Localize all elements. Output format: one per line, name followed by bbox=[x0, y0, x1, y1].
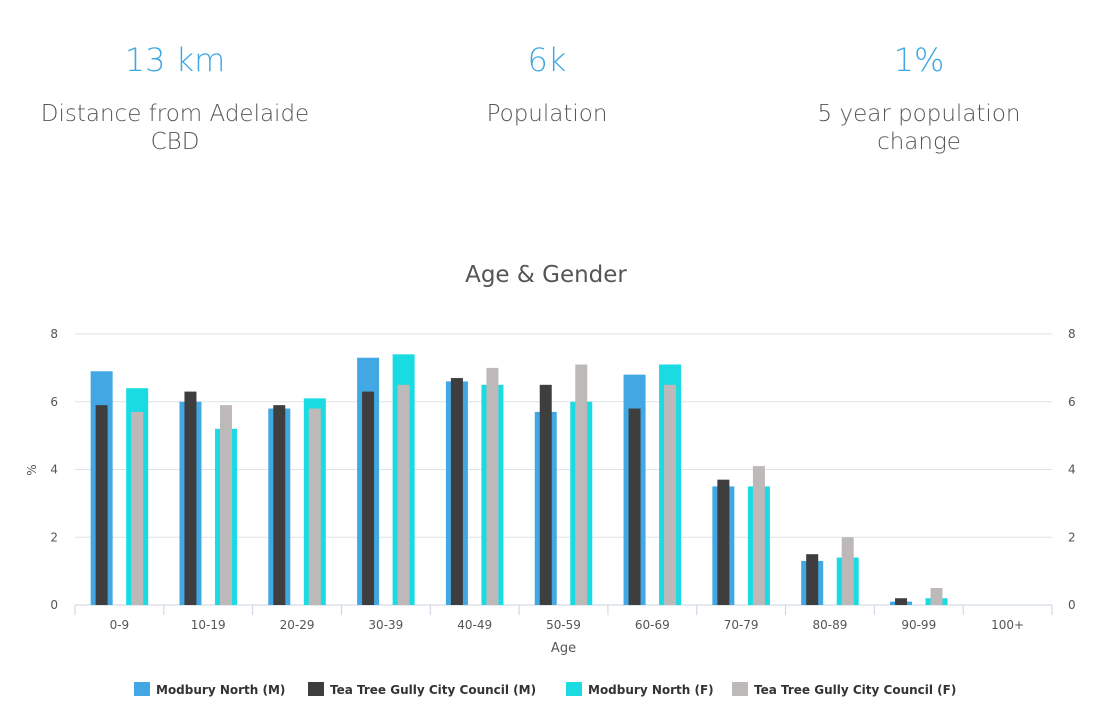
y-tick-label-left: 2 bbox=[50, 530, 58, 544]
y-tick-label-left: 6 bbox=[50, 395, 58, 409]
y-tick-label-right: 8 bbox=[1068, 327, 1076, 341]
stat-distance: 13 km Distance from Adelaide CBD bbox=[10, 36, 340, 156]
legend-label: Tea Tree Gully City Council (F) bbox=[754, 683, 956, 697]
x-tick-label: 30-39 bbox=[368, 618, 403, 632]
bar-tea-tree-gully-m[interactable] bbox=[717, 480, 729, 605]
y-tick-label-left: 0 bbox=[50, 598, 58, 612]
y-tick-label-left: 8 bbox=[50, 327, 58, 341]
chart-title: Age & Gender bbox=[465, 262, 627, 288]
bar-tea-tree-gully-f[interactable] bbox=[664, 385, 676, 605]
bar-tea-tree-gully-f[interactable] bbox=[309, 409, 321, 605]
bar-tea-tree-gully-f[interactable] bbox=[486, 368, 498, 605]
legend-label: Tea Tree Gully City Council (M) bbox=[330, 683, 536, 697]
stat-population: 6k Population bbox=[382, 36, 712, 128]
stat-population-change: 1% 5 year population change bbox=[754, 36, 1084, 156]
legend-label: Modbury North (M) bbox=[156, 683, 285, 697]
x-tick-label: 0-9 bbox=[110, 618, 130, 632]
x-tick-label: 10-19 bbox=[191, 618, 226, 632]
bar-tea-tree-gully-m[interactable] bbox=[540, 385, 552, 605]
bar-tea-tree-gully-m[interactable] bbox=[362, 392, 374, 605]
legend-swatch[interactable] bbox=[732, 682, 748, 696]
bar-tea-tree-gully-f[interactable] bbox=[398, 385, 410, 605]
stat-population-value: 6k bbox=[382, 36, 712, 84]
y-tick-label-left: 4 bbox=[50, 463, 58, 477]
bar-tea-tree-gully-m[interactable] bbox=[806, 554, 818, 605]
x-tick-label: 80-89 bbox=[813, 618, 848, 632]
y-tick-label-right: 0 bbox=[1068, 598, 1076, 612]
bar-tea-tree-gully-m[interactable] bbox=[629, 409, 641, 605]
y-tick-label-right: 2 bbox=[1068, 530, 1076, 544]
y-tick-label-right: 6 bbox=[1068, 395, 1076, 409]
y-tick-label-right: 4 bbox=[1068, 463, 1076, 477]
bar-tea-tree-gully-f[interactable] bbox=[842, 537, 854, 605]
bar-tea-tree-gully-f[interactable] bbox=[931, 588, 943, 605]
bar-tea-tree-gully-f[interactable] bbox=[753, 466, 765, 605]
key-stats: 13 km Distance from Adelaide CBD 6k Popu… bbox=[0, 0, 1120, 200]
y-axis-label: % bbox=[25, 464, 39, 475]
stat-distance-label: Distance from Adelaide CBD bbox=[10, 100, 340, 156]
x-tick-label: 60-69 bbox=[635, 618, 670, 632]
bar-tea-tree-gully-f[interactable] bbox=[575, 364, 587, 605]
bar-tea-tree-gully-m[interactable] bbox=[96, 405, 108, 605]
legend-label: Modbury North (F) bbox=[588, 683, 714, 697]
x-tick-label: 100+ bbox=[991, 618, 1024, 632]
x-tick-label: 20-29 bbox=[280, 618, 315, 632]
stat-change-value: 1% bbox=[754, 36, 1084, 84]
stat-distance-value: 13 km bbox=[10, 36, 340, 84]
bar-tea-tree-gully-m[interactable] bbox=[184, 392, 196, 605]
bar-tea-tree-gully-m[interactable] bbox=[451, 378, 463, 605]
x-tick-label: 90-99 bbox=[901, 618, 936, 632]
legend-swatch[interactable] bbox=[308, 682, 324, 696]
bar-tea-tree-gully-m[interactable] bbox=[273, 405, 285, 605]
legend-swatch[interactable] bbox=[134, 682, 150, 696]
x-tick-label: 70-79 bbox=[724, 618, 759, 632]
bar-tea-tree-gully-m[interactable] bbox=[895, 598, 907, 605]
stat-change-label: 5 year population change bbox=[754, 100, 1084, 156]
x-tick-label: 40-49 bbox=[457, 618, 492, 632]
bar-tea-tree-gully-f[interactable] bbox=[131, 412, 143, 605]
x-tick-label: 50-59 bbox=[546, 618, 581, 632]
x-axis-label: Age bbox=[551, 641, 576, 656]
stat-population-label: Population bbox=[382, 100, 712, 128]
bar-tea-tree-gully-f[interactable] bbox=[220, 405, 232, 605]
legend-swatch[interactable] bbox=[566, 682, 582, 696]
age-gender-chart: Age & Gender 0 0 2 2 4 4 6 6 8 8% 0-9 10-19 20-29 30-3… bbox=[0, 250, 1120, 720]
